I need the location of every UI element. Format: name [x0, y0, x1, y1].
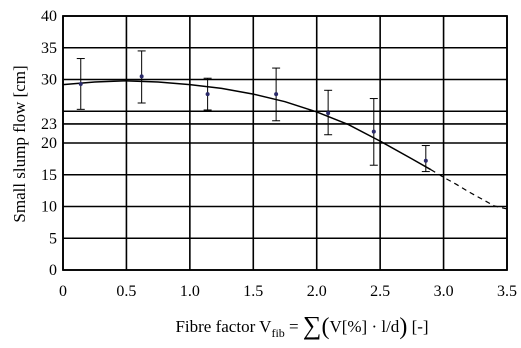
data-point: [371, 129, 376, 134]
x-tick-label: 0: [59, 283, 67, 300]
data-point: [78, 81, 83, 86]
x-axis-label-subscript: fib: [271, 326, 284, 340]
x-tick-label: 0.5: [116, 283, 136, 300]
x-tick-labels: 0 0.5 1.0 1.5 2.0 2.5 3.0 3.5: [59, 283, 517, 300]
x-tick-label: 2.0: [307, 283, 327, 300]
y-tick-label: 20: [41, 135, 57, 152]
data-point: [274, 92, 279, 97]
y-tick-label: 30: [41, 72, 57, 89]
y-tick-label: 15: [41, 167, 57, 184]
fit-curve-solid: [62, 80, 432, 171]
y-tick-label: 23: [41, 116, 57, 133]
data-point: [205, 92, 210, 97]
axes: [62, 15, 508, 271]
x-tick-label: 3.0: [434, 283, 454, 300]
x-axis-label-body: V[%] · l/d: [329, 317, 399, 336]
fit-curve-dashed: [430, 169, 508, 210]
fit-curve: [62, 80, 508, 210]
x-tick-label: 2.5: [370, 283, 390, 300]
x-tick-label: 1.0: [180, 283, 200, 300]
data-point: [326, 111, 331, 116]
x-axis-label-paren-open: (: [321, 314, 329, 340]
y-tick-label: 40: [41, 8, 57, 25]
x-axis-label-suffix: [-]: [407, 317, 428, 336]
data-point: [423, 158, 428, 163]
grid: [62, 15, 508, 271]
y-tick-label: 10: [41, 199, 57, 216]
x-axis-label: Fibre factor Vfib = ∑(V[%] · l/d) [-]: [175, 311, 428, 340]
y-tick-label: 5: [49, 230, 57, 247]
y-tick-label: 35: [41, 40, 57, 57]
x-tick-label: 1.5: [243, 283, 263, 300]
plot-frame: [62, 15, 508, 271]
data-point: [139, 74, 144, 79]
x-axis-label-paren-close: ): [399, 314, 407, 340]
y-axis-label: Small slump flow [cm]: [10, 65, 29, 222]
x-tick-label: 3.5: [497, 283, 517, 300]
x-axis-label-equals: =: [285, 317, 303, 336]
data-points: [78, 74, 428, 163]
x-axis-label-sum: ∑: [303, 311, 322, 340]
x-axis-label-prefix: Fibre factor V: [175, 317, 272, 336]
y-tick-label: 0: [49, 262, 57, 279]
y-tick-labels: 0 5 10 15 20 23 30 35 40: [41, 8, 57, 279]
